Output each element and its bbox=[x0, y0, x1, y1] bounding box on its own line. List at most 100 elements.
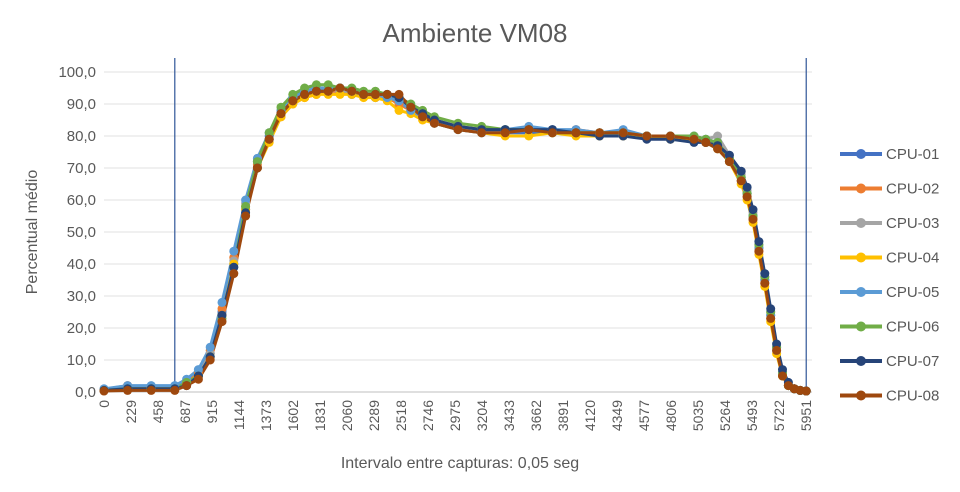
x-tick-label: 5493 bbox=[744, 400, 760, 431]
x-tick-label: 3891 bbox=[555, 400, 571, 431]
data-point bbox=[276, 109, 286, 119]
data-point bbox=[311, 80, 321, 90]
data-point bbox=[801, 386, 811, 396]
legend-label: CPU-02 bbox=[886, 181, 939, 198]
data-point bbox=[778, 365, 787, 375]
x-tick-label: 1831 bbox=[312, 400, 328, 431]
legend-item: CPU-01 bbox=[840, 146, 939, 163]
y-tick-label: 40,0 bbox=[67, 256, 96, 273]
data-point bbox=[778, 371, 787, 381]
chart-title: Ambiente VM08 bbox=[383, 18, 568, 48]
data-point bbox=[742, 192, 752, 202]
x-tick-label: 229 bbox=[123, 400, 139, 424]
x-tick-label: 4349 bbox=[609, 400, 625, 431]
data-point bbox=[241, 195, 251, 205]
legend-label: CPU-08 bbox=[886, 388, 939, 405]
data-point bbox=[217, 317, 227, 327]
x-tick-label: 5722 bbox=[771, 400, 787, 431]
data-point bbox=[229, 269, 239, 279]
legend-swatch-marker bbox=[856, 252, 866, 263]
legend-swatch-marker bbox=[856, 287, 866, 297]
data-point bbox=[595, 128, 605, 138]
data-point bbox=[217, 310, 227, 320]
legend-swatch-marker bbox=[856, 218, 866, 228]
legend-item: CPU-06 bbox=[840, 319, 939, 336]
data-point bbox=[760, 269, 770, 279]
data-point bbox=[618, 128, 628, 138]
data-point bbox=[370, 89, 380, 99]
legend-item: CPU-07 bbox=[840, 353, 939, 370]
data-point bbox=[300, 89, 310, 99]
legend-item: CPU-08 bbox=[840, 388, 939, 405]
data-point bbox=[547, 128, 557, 138]
data-point bbox=[229, 262, 239, 272]
legend-item: CPU-02 bbox=[840, 181, 939, 198]
legend-item: CPU-05 bbox=[840, 284, 939, 301]
x-tick-label: 5951 bbox=[798, 400, 814, 431]
data-point bbox=[323, 86, 333, 96]
data-point bbox=[205, 342, 215, 352]
data-point bbox=[571, 128, 581, 138]
x-tick-label: 5035 bbox=[690, 400, 706, 431]
legend-swatch-marker bbox=[856, 149, 866, 159]
data-point bbox=[193, 374, 203, 384]
data-point bbox=[335, 89, 345, 99]
data-point bbox=[418, 112, 428, 122]
y-tick-label: 30,0 bbox=[67, 288, 96, 305]
data-point bbox=[665, 131, 675, 141]
vertical-markers bbox=[174, 58, 807, 392]
data-point bbox=[754, 246, 764, 256]
legend-swatch-marker bbox=[856, 356, 866, 366]
data-point bbox=[754, 237, 764, 247]
x-axis-ticks: 0 229 458 687 915 1144 1373 1602 1831 2060 2289 251… bbox=[96, 400, 814, 431]
x-tick-label: 3204 bbox=[474, 400, 490, 431]
data-point bbox=[736, 176, 746, 186]
legend-swatch-marker bbox=[856, 321, 866, 332]
series-line bbox=[103, 86, 807, 393]
data-point bbox=[264, 128, 274, 138]
data-point bbox=[766, 313, 776, 323]
data-point bbox=[252, 163, 262, 173]
data-point bbox=[146, 385, 156, 395]
data-point bbox=[748, 205, 758, 215]
data-point bbox=[382, 89, 392, 99]
x-tick-label: 2975 bbox=[447, 400, 463, 431]
data-point bbox=[724, 157, 734, 167]
data-point bbox=[241, 211, 251, 221]
legend: CPU-01 CPU-02 CPU-03 CPU-04 CPU-05 CPU-06 CPU-… bbox=[840, 146, 939, 405]
legend-label: CPU-01 bbox=[886, 146, 939, 163]
x-tick-label: 3662 bbox=[528, 400, 544, 431]
x-tick-label: 458 bbox=[150, 400, 166, 424]
legend-label: CPU-03 bbox=[886, 215, 939, 232]
y-tick-label: 80,0 bbox=[67, 128, 96, 145]
y-tick-label: 60,0 bbox=[67, 192, 96, 209]
x-tick-label: 3433 bbox=[501, 400, 517, 431]
data-point bbox=[193, 365, 203, 375]
x-tick-label: 4806 bbox=[663, 400, 679, 431]
data-point bbox=[642, 131, 652, 141]
data-point bbox=[288, 96, 298, 106]
data-point bbox=[170, 385, 180, 395]
gridlines bbox=[104, 71, 812, 393]
x-tick-label: 1144 bbox=[231, 400, 247, 430]
x-tick-label: 2746 bbox=[420, 400, 436, 431]
y-tick-label: 0,0 bbox=[75, 384, 96, 401]
x-tick-label: 2289 bbox=[366, 400, 382, 431]
y-tick-label: 50,0 bbox=[67, 224, 96, 241]
data-point bbox=[229, 246, 239, 256]
data-point bbox=[724, 150, 734, 160]
data-point bbox=[359, 89, 369, 99]
data-point bbox=[524, 125, 534, 135]
data-point bbox=[477, 128, 487, 138]
data-point bbox=[394, 105, 404, 115]
data-point bbox=[182, 381, 192, 391]
data-point bbox=[429, 118, 439, 128]
x-tick-label: 0 bbox=[96, 400, 112, 408]
data-point bbox=[252, 157, 262, 167]
data-point bbox=[701, 137, 711, 147]
data-point bbox=[335, 83, 345, 93]
data-point bbox=[276, 102, 286, 112]
data-point bbox=[323, 80, 333, 90]
y-tick-label: 100,0 bbox=[58, 64, 96, 81]
data-point bbox=[766, 304, 776, 314]
